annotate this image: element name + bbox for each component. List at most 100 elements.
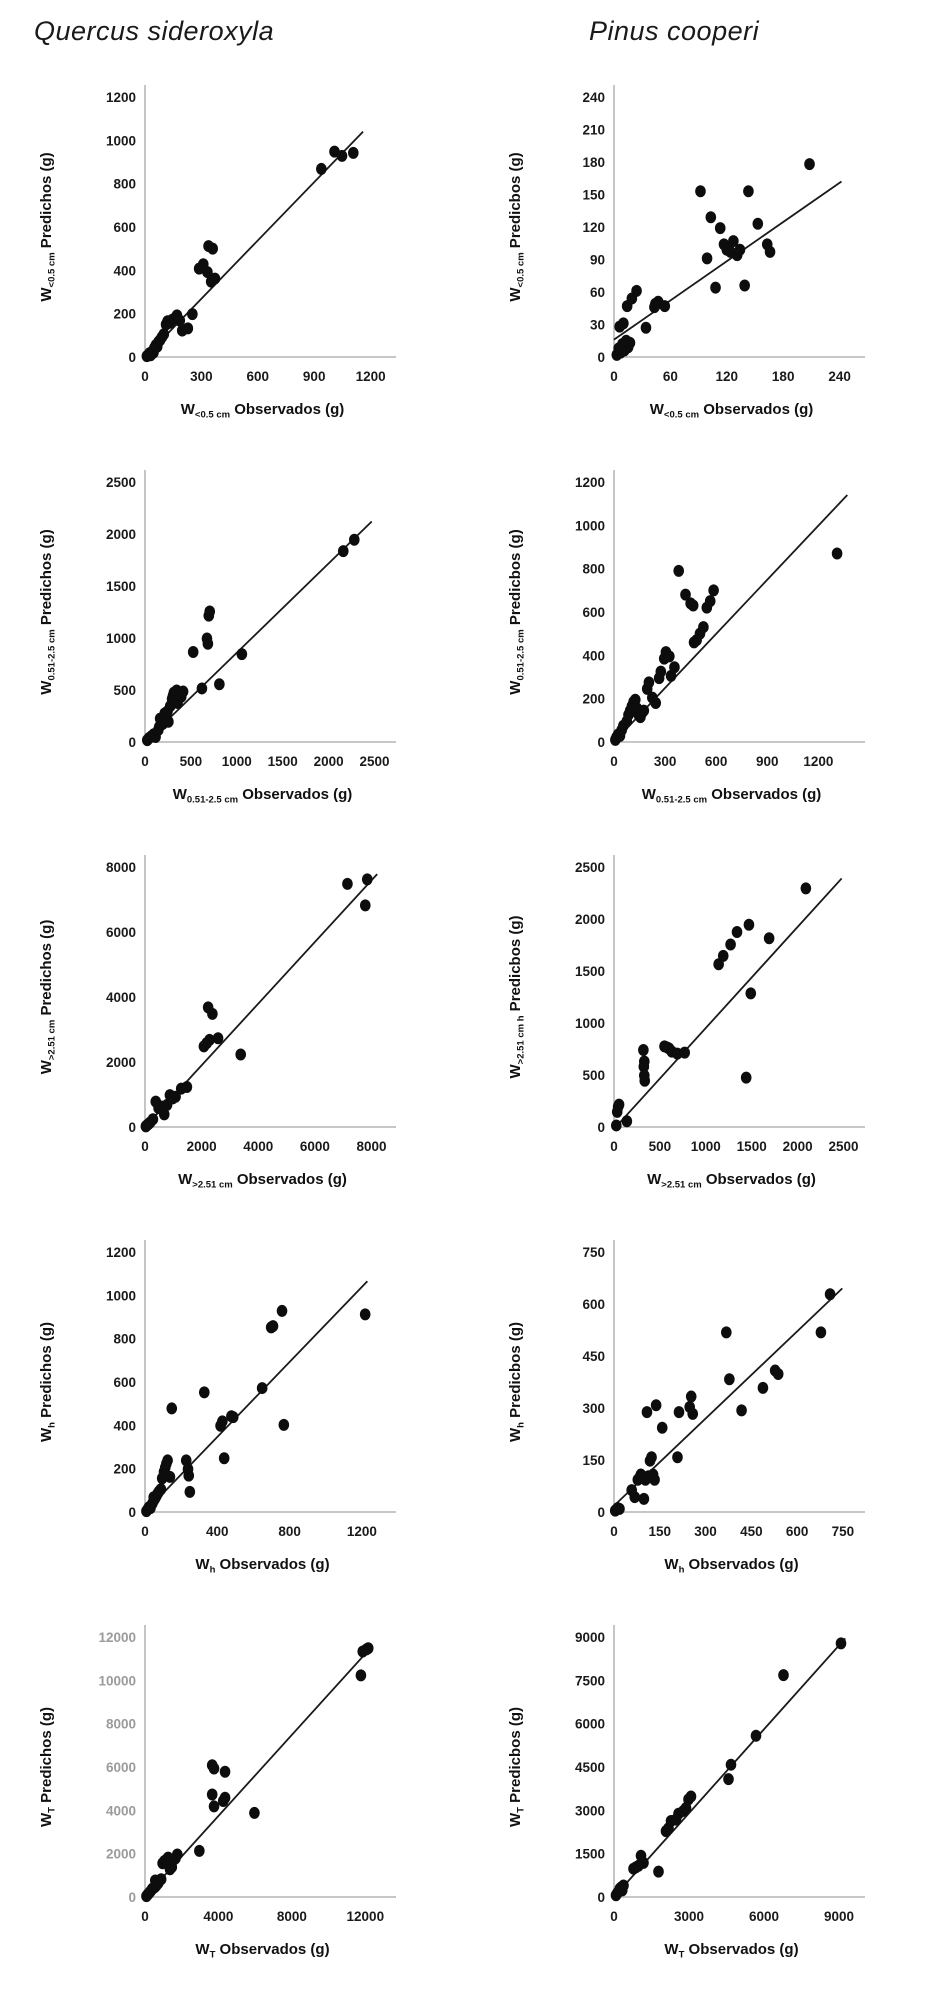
x-tick-label: 8000	[276, 1909, 306, 1924]
data-point	[359, 1307, 370, 1320]
scatter-plot-5: 0 2000 4000 6000 8000 0 2000 4000 6000 8000 W>2.51…	[38, 854, 396, 1190]
scatter-plot-3: 0 500 1000 1500 2000 2500 0 500 1000 1500 2000 2500…	[38, 469, 396, 805]
data-point	[656, 1421, 668, 1434]
y-tick-label: 2000	[105, 1846, 135, 1861]
y-tick-label: 180	[582, 155, 605, 170]
x-tick-label: 120	[715, 369, 738, 384]
y-tick-label: 0	[128, 1505, 136, 1520]
x-tick-label: 600	[704, 754, 727, 769]
x-axis-label: WT Observados (g)	[664, 1941, 798, 1961]
data-point	[155, 1872, 166, 1885]
x-tick-label: 1200	[355, 369, 385, 384]
data-point	[173, 314, 185, 327]
y-tick-label: 0	[597, 1505, 605, 1520]
data-point	[218, 1451, 229, 1464]
data-point	[742, 184, 754, 197]
data-point	[212, 1031, 223, 1044]
data-point	[641, 1405, 652, 1418]
y-tick-label: 500	[582, 1068, 605, 1083]
data-points	[609, 547, 842, 746]
data-point	[686, 1407, 698, 1420]
y-tick-label: 120	[582, 220, 605, 235]
y-tick-label: 400	[582, 648, 605, 663]
data-point	[738, 279, 750, 291]
y-tick-label: 150	[582, 187, 605, 202]
x-tick-label: 300	[653, 754, 676, 769]
data-point	[723, 1372, 735, 1385]
chart-cell-9: 0 2000 4000 6000 8000 10000 12000 0 4000 8000 1200…	[0, 1604, 469, 1989]
data-point	[208, 1799, 219, 1812]
data-point	[835, 1636, 846, 1649]
chart-cell-1: 0 200 400 600 800 1000 1200 0 300 600 900 1200 W<0.5…	[0, 64, 469, 449]
data-point	[182, 321, 193, 334]
data-point	[705, 210, 716, 223]
y-tick-label: 800	[582, 561, 605, 576]
y-axis-ticks: 0 500 1000 1500 2000 2500	[105, 475, 135, 750]
data-point	[652, 1865, 664, 1878]
data-point	[722, 1772, 734, 1785]
y-tick-label: 210	[582, 122, 605, 137]
x-axis-ticks: 0 400 800 1200	[141, 1524, 377, 1539]
data-point	[655, 665, 666, 678]
axes	[612, 1624, 865, 1898]
x-tick-label: 2000	[186, 1139, 216, 1154]
data-point	[216, 1414, 228, 1427]
data-points	[141, 145, 359, 362]
data-point	[673, 1405, 684, 1418]
x-tick-label: 1000	[690, 1139, 720, 1154]
trend-line	[614, 877, 842, 1128]
x-tick-label: 6000	[299, 1139, 329, 1154]
x-tick-label: 1500	[267, 754, 297, 769]
y-tick-label: 400	[113, 263, 136, 278]
y-axis-label: WT Predicbos (g)	[507, 1706, 527, 1826]
data-point	[679, 588, 691, 601]
x-axis-ticks: 0 2000 4000 6000 8000	[141, 1139, 386, 1154]
scatter-plot-9: 0 2000 4000 6000 8000 10000 12000 0 4000 8000 1200…	[38, 1624, 396, 1960]
data-point	[213, 677, 225, 690]
data-point	[649, 696, 661, 709]
trend-line	[143, 1644, 373, 1898]
scatter-plot-2: 0 30 60 90 120 150 180 210 240 0 60 120 180 240 W<0.5 …	[507, 84, 865, 420]
data-point	[355, 1668, 366, 1681]
data-point	[704, 594, 716, 607]
x-tick-label: 900	[755, 754, 778, 769]
data-point	[315, 162, 327, 175]
y-tick-label: 800	[113, 176, 136, 191]
x-tick-label: 1200	[346, 1524, 376, 1539]
y-axis-label: W>2.51 cm h Predicbos (g)	[507, 915, 527, 1078]
x-axis-label: W0.51-2.5 cm Observados (g)	[641, 786, 821, 806]
data-point	[643, 675, 654, 688]
x-tick-label: 600	[785, 1524, 808, 1539]
x-tick-label: 4000	[203, 1909, 233, 1924]
data-point	[158, 327, 169, 340]
axes	[612, 1239, 865, 1513]
y-tick-label: 1200	[574, 475, 604, 490]
data-point	[196, 681, 207, 694]
chart-cell-7: 0 200 400 600 800 1000 1200 0 400 800 1200 Wh Predi…	[0, 1219, 469, 1604]
data-point	[734, 243, 745, 256]
data-points	[140, 1641, 374, 1902]
data-point	[697, 620, 709, 633]
x-tick-label: 2500	[828, 1139, 858, 1154]
chart-cell-6: 0 500 1000 1500 2000 2500 0 500 1000 1500 2000 2500…	[469, 834, 938, 1219]
y-tick-label: 0	[128, 350, 136, 365]
data-point	[658, 299, 670, 312]
data-point	[610, 1118, 622, 1131]
data-point	[707, 583, 719, 596]
data-point	[181, 1080, 192, 1093]
y-tick-label: 2500	[105, 475, 135, 490]
x-tick-label: 800	[278, 1524, 301, 1539]
y-axis-label: W<0.5 cm Predichos (g)	[38, 152, 58, 301]
column-title-pinus: Pinus cooperi	[589, 16, 760, 46]
data-point	[630, 284, 642, 297]
data-point	[763, 931, 774, 944]
trend-line	[143, 520, 372, 743]
data-point	[637, 1856, 649, 1869]
axes	[143, 1239, 396, 1513]
data-point	[236, 647, 247, 660]
x-tick-label: 1500	[736, 1139, 766, 1154]
x-axis-ticks: 0 150 300 450 600 750	[610, 1524, 854, 1539]
x-tick-label: 2000	[313, 754, 343, 769]
y-tick-label: 600	[582, 605, 605, 620]
x-axis-ticks: 0 300 600 900 1200	[610, 754, 833, 769]
